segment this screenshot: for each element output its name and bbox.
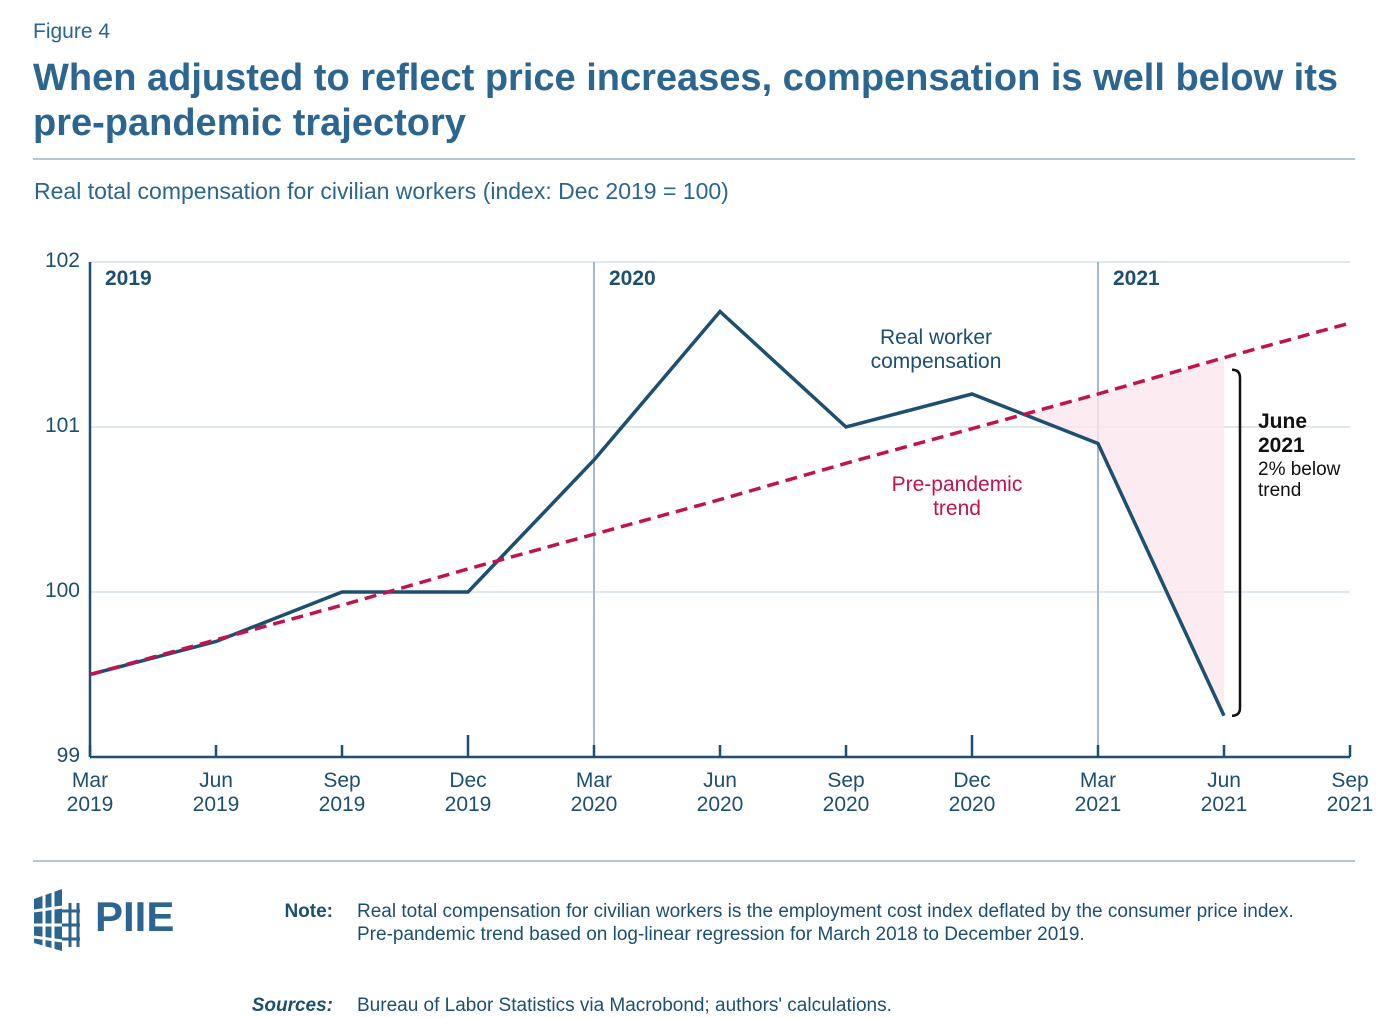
line-series (89, 308, 1226, 717)
logo-text: PIIE (95, 893, 175, 940)
y-tick-label: 99 (56, 744, 80, 767)
y-tick-label: 102 (44, 249, 80, 272)
note-text: Real total compensation for civilian wor… (357, 901, 1294, 945)
sources-label: Sources: (251, 995, 333, 1016)
figure-label: Figure 4 (33, 20, 111, 43)
line-series (89, 321, 1351, 677)
x-tick-label: Sep 2020 (822, 769, 870, 816)
annotation-text: 2% below trend (1258, 459, 1341, 501)
x-tick-label: Dec 2019 (444, 769, 492, 816)
series-label: Real worker compensation (870, 326, 1002, 373)
x-tick-label: Sep 2019 (318, 769, 366, 816)
note-label: Note: (284, 901, 333, 922)
chart-subtitle: Real total compensation for civilian wor… (34, 178, 729, 204)
divider (33, 158, 1355, 160)
divider (33, 860, 1355, 862)
sources-text: Bureau of Labor Statistics via Macrobond… (357, 995, 892, 1016)
y-tick-label: 101 (44, 414, 80, 437)
series-label: Pre-pandemic trend (891, 473, 1023, 520)
gap-shade (1023, 357, 1224, 716)
x-tick-label: Jun 2020 (696, 769, 744, 816)
period-label: 2020 (609, 267, 656, 290)
x-tick-label: Mar 2021 (1074, 769, 1122, 816)
chart-title: When adjusted to reflect price increases… (33, 57, 1339, 144)
x-tick-label: Dec 2020 (948, 769, 996, 816)
x-tick-label: Mar 2019 (66, 769, 114, 816)
x-tick-label: Jun 2019 (192, 769, 240, 816)
period-label: 2019 (105, 267, 152, 290)
x-tick-label: Mar 2020 (570, 769, 618, 816)
bracket (1231, 368, 1242, 717)
annotation-title: June 2021 (1258, 410, 1308, 457)
logo-icon (33, 889, 80, 951)
period-label: 2021 (1113, 267, 1160, 290)
y-tick-label: 100 (44, 579, 80, 602)
x-tick-label: Jun 2021 (1200, 769, 1248, 816)
x-tick-label: Sep 2021 (1326, 769, 1374, 816)
